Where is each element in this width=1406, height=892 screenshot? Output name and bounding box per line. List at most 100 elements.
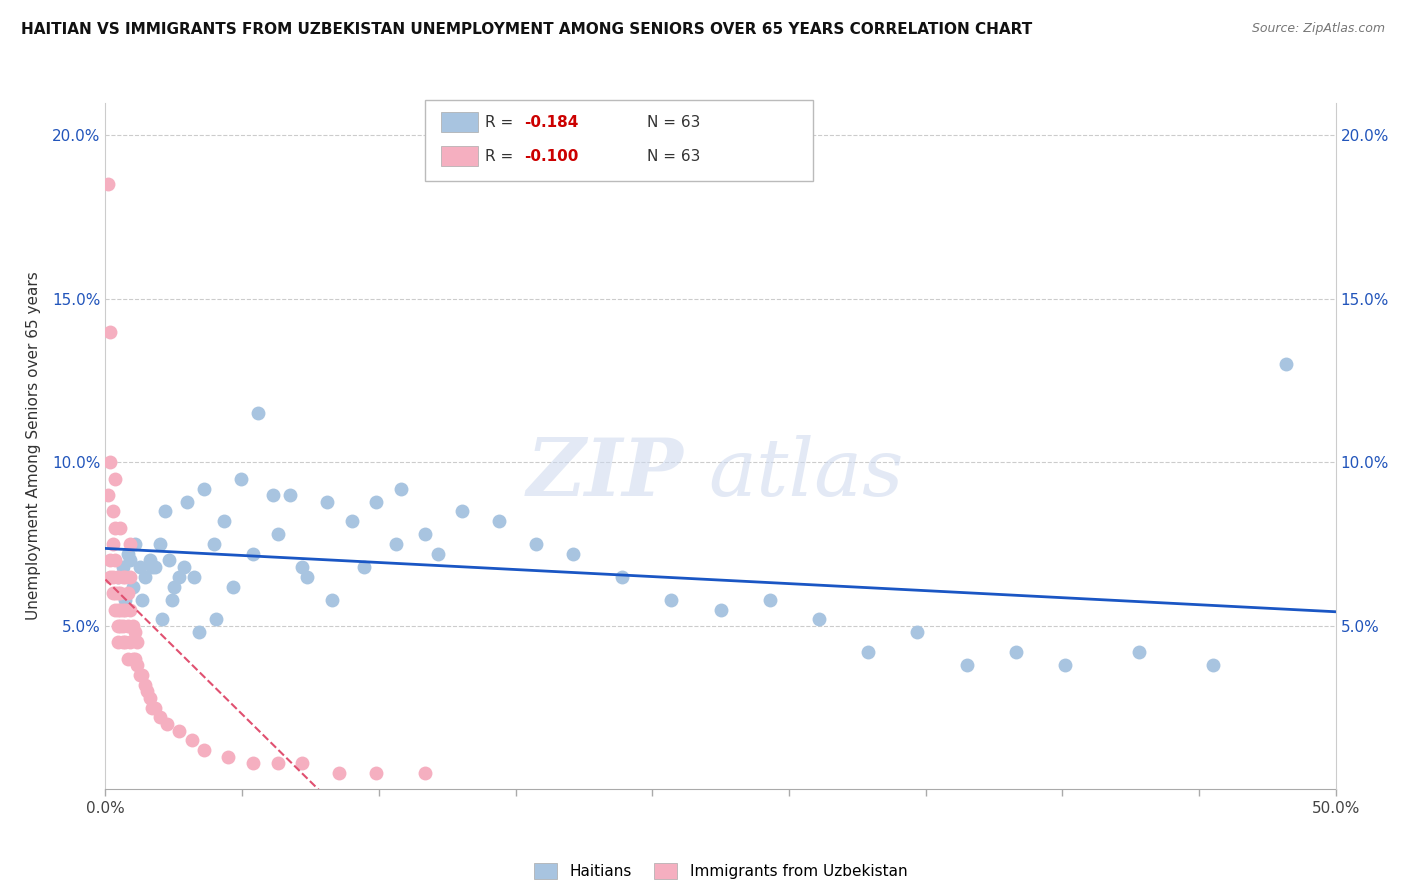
Point bbox=[193, 743, 215, 757]
Point bbox=[297, 570, 319, 584]
Point bbox=[159, 553, 180, 567]
Point bbox=[121, 651, 143, 665]
Text: N = 63: N = 63 bbox=[647, 149, 700, 163]
Point bbox=[110, 521, 132, 535]
Point bbox=[267, 756, 290, 771]
Point bbox=[229, 472, 252, 486]
Point bbox=[328, 766, 350, 780]
Point bbox=[111, 619, 134, 633]
Point bbox=[176, 494, 198, 508]
Point bbox=[114, 570, 136, 584]
Point bbox=[111, 570, 134, 584]
Point bbox=[262, 488, 284, 502]
Point bbox=[956, 658, 979, 673]
Point bbox=[291, 756, 314, 771]
Point bbox=[340, 514, 363, 528]
Y-axis label: Unemployment Among Seniors over 65 years: Unemployment Among Seniors over 65 years bbox=[27, 272, 41, 620]
Point bbox=[104, 472, 127, 486]
Point bbox=[110, 619, 132, 633]
Point bbox=[242, 547, 264, 561]
Text: HAITIAN VS IMMIGRANTS FROM UZBEKISTAN UNEMPLOYMENT AMONG SENIORS OVER 65 YEARS C: HAITIAN VS IMMIGRANTS FROM UZBEKISTAN UN… bbox=[21, 22, 1032, 37]
Point bbox=[104, 586, 127, 600]
Point bbox=[136, 684, 159, 698]
Point bbox=[163, 580, 186, 594]
Point bbox=[104, 521, 127, 535]
Point bbox=[101, 504, 124, 518]
Point bbox=[131, 668, 153, 682]
Point bbox=[1004, 645, 1026, 659]
Text: N = 63: N = 63 bbox=[647, 115, 700, 129]
Point bbox=[110, 602, 132, 616]
Point bbox=[451, 504, 474, 518]
Text: -0.100: -0.100 bbox=[524, 149, 579, 163]
Point bbox=[117, 651, 139, 665]
Point bbox=[107, 619, 129, 633]
Point bbox=[124, 625, 146, 640]
Point bbox=[120, 537, 141, 551]
Point bbox=[278, 488, 301, 502]
Point bbox=[124, 537, 146, 551]
Point bbox=[1202, 658, 1225, 673]
Point bbox=[107, 586, 129, 600]
Point bbox=[101, 537, 124, 551]
Point bbox=[129, 560, 152, 574]
Point bbox=[110, 586, 132, 600]
Point bbox=[131, 592, 153, 607]
Point bbox=[127, 658, 149, 673]
Point bbox=[134, 678, 156, 692]
Point bbox=[120, 635, 141, 649]
Point bbox=[212, 514, 235, 528]
Point bbox=[415, 527, 437, 541]
Point bbox=[156, 717, 179, 731]
Point bbox=[114, 592, 136, 607]
Point bbox=[807, 612, 830, 626]
Point bbox=[98, 570, 122, 584]
Point bbox=[183, 570, 205, 584]
Point bbox=[385, 537, 408, 551]
Point bbox=[149, 537, 172, 551]
Point bbox=[661, 592, 683, 607]
Point bbox=[120, 602, 141, 616]
Point bbox=[366, 494, 388, 508]
Point bbox=[111, 560, 134, 574]
Point bbox=[610, 570, 633, 584]
Point bbox=[104, 602, 127, 616]
Point bbox=[141, 700, 163, 714]
Point bbox=[121, 580, 143, 594]
Text: R =: R = bbox=[485, 149, 519, 163]
Point bbox=[120, 570, 141, 584]
Point bbox=[101, 570, 124, 584]
Point bbox=[117, 619, 139, 633]
Point bbox=[107, 570, 129, 584]
Point bbox=[426, 547, 449, 561]
Point bbox=[141, 560, 163, 574]
Point bbox=[169, 570, 191, 584]
Point bbox=[117, 586, 139, 600]
Point bbox=[104, 553, 127, 567]
Point bbox=[242, 756, 264, 771]
Point bbox=[160, 592, 183, 607]
Point bbox=[1054, 658, 1077, 673]
Point bbox=[134, 570, 156, 584]
Point bbox=[415, 766, 437, 780]
Point bbox=[111, 602, 134, 616]
Point bbox=[153, 504, 176, 518]
Legend: Haitians, Immigrants from Uzbekistan: Haitians, Immigrants from Uzbekistan bbox=[526, 855, 915, 887]
Point bbox=[267, 527, 290, 541]
Point bbox=[205, 612, 228, 626]
Point bbox=[315, 494, 337, 508]
Point bbox=[143, 560, 166, 574]
Point bbox=[98, 455, 122, 469]
Point bbox=[97, 178, 120, 192]
Point bbox=[1275, 357, 1298, 371]
Point bbox=[247, 406, 270, 420]
Point bbox=[98, 325, 122, 339]
Point bbox=[111, 635, 134, 649]
Point bbox=[124, 651, 146, 665]
Point bbox=[193, 482, 215, 496]
Point bbox=[107, 570, 129, 584]
Point bbox=[173, 560, 195, 574]
Text: atlas: atlas bbox=[709, 434, 904, 512]
Point bbox=[117, 547, 139, 561]
Point bbox=[101, 586, 124, 600]
